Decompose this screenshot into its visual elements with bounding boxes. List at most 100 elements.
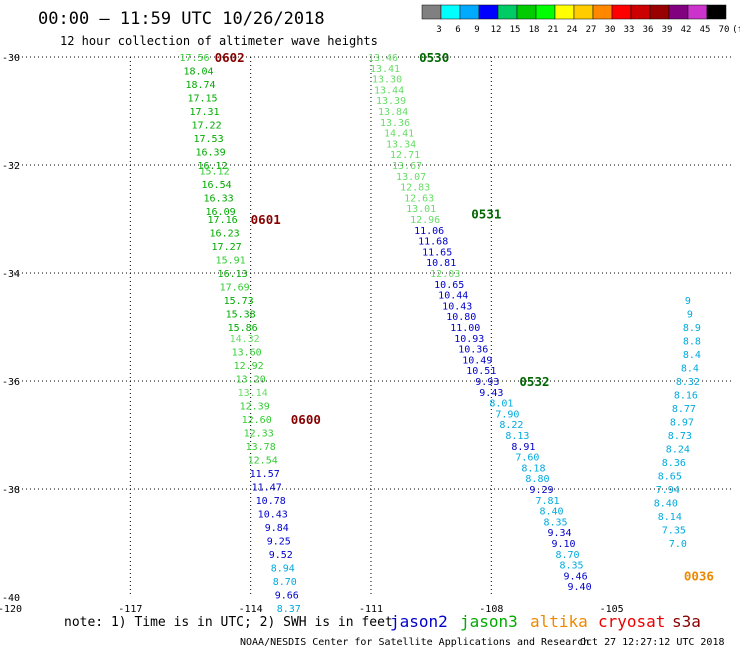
wave-height-value: 8.65 — [658, 472, 682, 483]
legend-swatch — [535, 4, 556, 20]
wave-height-value: 12.71 — [390, 150, 420, 161]
legend-swatch — [687, 4, 708, 20]
wave-height-value: 9.52 — [269, 550, 293, 561]
wave-height-value: 7.94 — [656, 485, 680, 496]
wave-height-value: 9.84 — [265, 523, 289, 534]
wave-height-value: 9.46 — [564, 571, 588, 582]
wave-height-value: 10.93 — [454, 334, 484, 345]
wave-height-value: 10.36 — [458, 345, 488, 356]
satellite-name: cryosat — [598, 612, 665, 631]
wave-height-value: 8.77 — [672, 404, 696, 415]
wave-height-value: 8.70 — [555, 550, 579, 561]
time-label: 0531 — [471, 207, 501, 222]
wave-height-value: 17.15 — [187, 94, 217, 105]
legend-swatch — [649, 4, 670, 20]
wave-height-value: 10.49 — [462, 355, 492, 366]
satellite-name: altika — [530, 612, 588, 631]
wave-height-value: 11.68 — [418, 237, 448, 248]
y-tick-label: -34 — [2, 269, 20, 280]
wave-height-value: 15.38 — [226, 310, 256, 321]
wave-height-value: 9.34 — [547, 528, 571, 539]
wave-height-value: 13.46 — [368, 53, 398, 64]
x-tick-label: -117 — [118, 604, 142, 615]
legend-label: 70 — [719, 25, 730, 35]
wave-height-value: 15.12 — [200, 166, 230, 177]
wave-height-value: 11.57 — [250, 469, 280, 480]
wave-height-value: 8.18 — [521, 463, 545, 474]
wave-height-value: 13.41 — [370, 64, 400, 75]
wave-height-value: 8.9 — [683, 323, 701, 334]
wave-height-value: 13.20 — [236, 374, 266, 385]
wave-height-value: 8.40 — [539, 507, 563, 518]
wave-height-value: 12.03 — [430, 269, 460, 280]
wave-height-value: 8.35 — [560, 561, 584, 572]
wave-height-value: 16.13 — [218, 269, 248, 280]
wave-height-value: 11.06 — [414, 226, 444, 237]
wave-height-value: 11.00 — [450, 323, 480, 334]
wave-height-value: 7.35 — [662, 526, 686, 537]
legend-swatch — [630, 4, 651, 20]
wave-height-value: 9.40 — [568, 582, 592, 593]
legend-label: 3 — [436, 25, 441, 35]
time-label: 0530 — [419, 50, 449, 65]
wave-height-value: 7.60 — [515, 453, 539, 464]
wave-height-value: 8.94 — [271, 563, 295, 574]
wave-height-value: 8.70 — [273, 577, 297, 588]
wave-height-value: 8.91 — [511, 442, 535, 453]
wave-height-value: 16.39 — [196, 148, 226, 159]
wave-height-value: 17.53 — [193, 134, 223, 145]
legend-swatch — [573, 4, 594, 20]
wave-height-value: 8.32 — [676, 377, 700, 388]
wave-height-value: 9.43 — [479, 388, 503, 399]
time-label: 0532 — [519, 374, 549, 389]
legend-swatch — [497, 4, 518, 20]
time-labels: 0602 0601 0600 0530 0531 0532 0036 — [215, 50, 714, 583]
wave-height-value: 12.39 — [240, 401, 270, 412]
wave-height-value: 13.30 — [372, 75, 402, 86]
time-label: 0602 — [215, 50, 245, 65]
wave-height-value: 12.33 — [244, 428, 274, 439]
wave-height-value: 10.80 — [446, 312, 476, 323]
wave-height-value: 7.0 — [669, 539, 687, 550]
legend-label: 15 — [510, 25, 521, 35]
axis-ticks: -30 -32 -34 -36 -38 -40-120 -117 -114 -111 -108 -1… — [0, 53, 624, 615]
wave-height-value: 12.54 — [248, 455, 278, 466]
wave-height-value: 9.66 — [275, 590, 299, 601]
y-tick-label: -38 — [2, 485, 20, 496]
satellite-legend: jason2 jason3 altika cryosat s3a — [390, 612, 701, 631]
chart-subtitle: 12 hour collection of altimeter wave hei… — [60, 34, 378, 48]
wave-height-value: 12.92 — [234, 361, 264, 372]
satellite-name: s3a — [672, 612, 701, 631]
wave-height-value: 12.83 — [400, 183, 430, 194]
wave-height-value: 9.10 — [551, 539, 575, 550]
legend-label: 36 — [643, 25, 654, 35]
x-tick-label: -111 — [359, 604, 383, 615]
wave-height-value: 13.60 — [232, 347, 262, 358]
legend-label: 45 — [700, 25, 711, 35]
wave-height-value: 12.96 — [410, 215, 440, 226]
wave-height-value: 8.22 — [499, 420, 523, 431]
wave-height-value: 9 — [685, 296, 691, 307]
wave-height-value: 8.24 — [666, 445, 690, 456]
wave-height-value: 13.07 — [396, 172, 426, 183]
wave-height-value: 9 — [687, 310, 693, 321]
legend-swatch — [421, 4, 442, 20]
wave-height-value: 10.65 — [434, 280, 464, 291]
wave-height-value: 16.33 — [204, 193, 234, 204]
legend-swatch — [478, 4, 499, 20]
legend-swatch — [440, 4, 461, 20]
wave-height-value: 13.78 — [246, 442, 276, 453]
legend-swatch — [459, 4, 480, 20]
wave-height-value: 12.60 — [242, 415, 272, 426]
wave-height-value: 11.65 — [422, 247, 452, 258]
wave-height-value: 16.23 — [210, 229, 240, 240]
wave-height-value: 8.97 — [670, 418, 694, 429]
legend-label: 9 — [474, 25, 479, 35]
wave-height-value: 18.04 — [183, 67, 213, 78]
legend-swatch — [611, 4, 632, 20]
wave-height-value: 10.51 — [466, 366, 496, 377]
wave-height-value: 8.73 — [668, 431, 692, 442]
wave-height-value: 16.09 — [206, 207, 236, 218]
wave-height-value: 15.73 — [224, 296, 254, 307]
